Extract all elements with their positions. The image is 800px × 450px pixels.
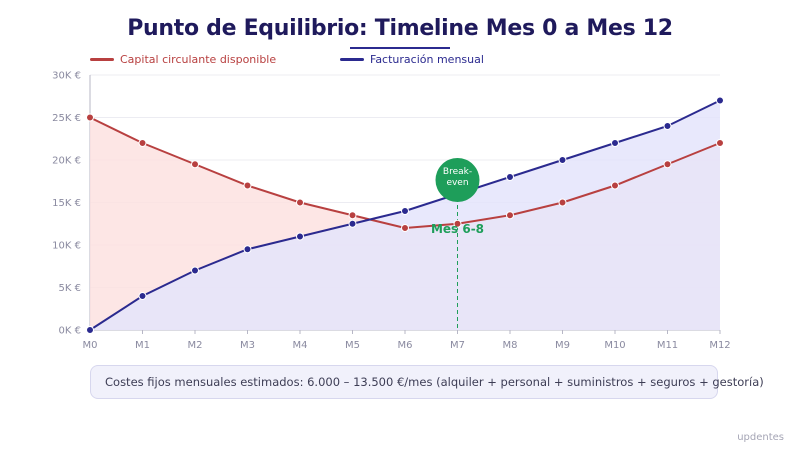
capital-point bbox=[611, 181, 619, 190]
capital-point bbox=[296, 198, 304, 207]
x-tick-label: M4 bbox=[293, 340, 308, 351]
capital-point bbox=[401, 224, 409, 232]
capital-point bbox=[663, 160, 672, 169]
x-tick-label: M3 bbox=[240, 340, 255, 351]
x-tick-label: M12 bbox=[709, 340, 730, 351]
x-tick-label: M1 bbox=[135, 340, 150, 351]
legend-swatch-billing bbox=[340, 57, 364, 61]
breakeven-label: Mes 6-8 bbox=[431, 222, 484, 236]
legend-item-billing: Facturación mensual bbox=[340, 52, 484, 66]
billing-point bbox=[611, 139, 619, 147]
capital-point bbox=[138, 139, 147, 147]
x-tick-label: M5 bbox=[345, 340, 360, 351]
breakeven-badge bbox=[435, 158, 480, 202]
billing-point bbox=[138, 292, 147, 300]
billing-point bbox=[296, 232, 304, 241]
billing-point bbox=[558, 156, 567, 164]
y-tick-label: 10K € bbox=[52, 241, 81, 252]
capital-point bbox=[86, 113, 94, 122]
y-tick-label: 15K € bbox=[52, 198, 81, 209]
x-tick-label: M0 bbox=[83, 340, 98, 351]
billing-point bbox=[191, 266, 199, 275]
y-tick-label: 5K € bbox=[59, 283, 81, 294]
billing-point bbox=[243, 245, 252, 254]
breakeven-chart: 0K € 5K € 10K € 15K € 20K € 25K € 30K € M0 M1 M2 M… bbox=[52, 71, 731, 352]
capital-point bbox=[243, 181, 252, 190]
breakeven-badge-text: even bbox=[446, 178, 468, 188]
fixed-costs-note-text: Costes fijos mensuales estimados: 6.000 … bbox=[105, 375, 764, 389]
billing-point bbox=[663, 122, 672, 130]
fixed-costs-note: Costes fijos mensuales estimados: 6.000 … bbox=[90, 365, 764, 399]
x-tick-label: M6 bbox=[398, 340, 413, 351]
billing-point bbox=[716, 96, 724, 105]
legend-label-billing: Facturación mensual bbox=[370, 52, 484, 66]
x-tick-label: M10 bbox=[604, 340, 625, 351]
legend-item-capital: Capital circulante disponible bbox=[90, 52, 276, 66]
legend-swatch-capital bbox=[90, 57, 114, 61]
x-tick-label: M9 bbox=[555, 340, 570, 351]
legend-label-capital: Capital circulante disponible bbox=[120, 52, 277, 66]
x-tick-label: M2 bbox=[188, 340, 203, 351]
y-tick-label: 20K € bbox=[52, 156, 81, 167]
y-tick-label: 0K € bbox=[59, 326, 81, 337]
capital-point bbox=[191, 160, 199, 169]
capital-point bbox=[506, 211, 514, 220]
capital-point bbox=[453, 219, 462, 228]
billing-point bbox=[401, 207, 409, 215]
x-tick-label: M11 bbox=[657, 340, 678, 351]
billing-point bbox=[348, 219, 357, 228]
x-tick-label: M8 bbox=[503, 340, 518, 351]
billing-area bbox=[90, 100, 720, 330]
watermark: updentes bbox=[737, 432, 784, 443]
y-tick-label: 30K € bbox=[52, 71, 81, 82]
capital-point bbox=[558, 198, 567, 207]
capital-point bbox=[716, 139, 724, 147]
billing-point bbox=[86, 326, 94, 334]
billing-point bbox=[506, 173, 514, 181]
title-underline bbox=[350, 47, 450, 49]
breakeven-badge-text: Break- bbox=[443, 167, 472, 177]
chart-title: Punto de Equilibrio: Timeline Mes 0 a Me… bbox=[127, 16, 673, 41]
x-tick-label: M7 bbox=[450, 340, 465, 351]
y-tick-label: 25K € bbox=[52, 113, 81, 124]
capital-point bbox=[348, 211, 357, 220]
